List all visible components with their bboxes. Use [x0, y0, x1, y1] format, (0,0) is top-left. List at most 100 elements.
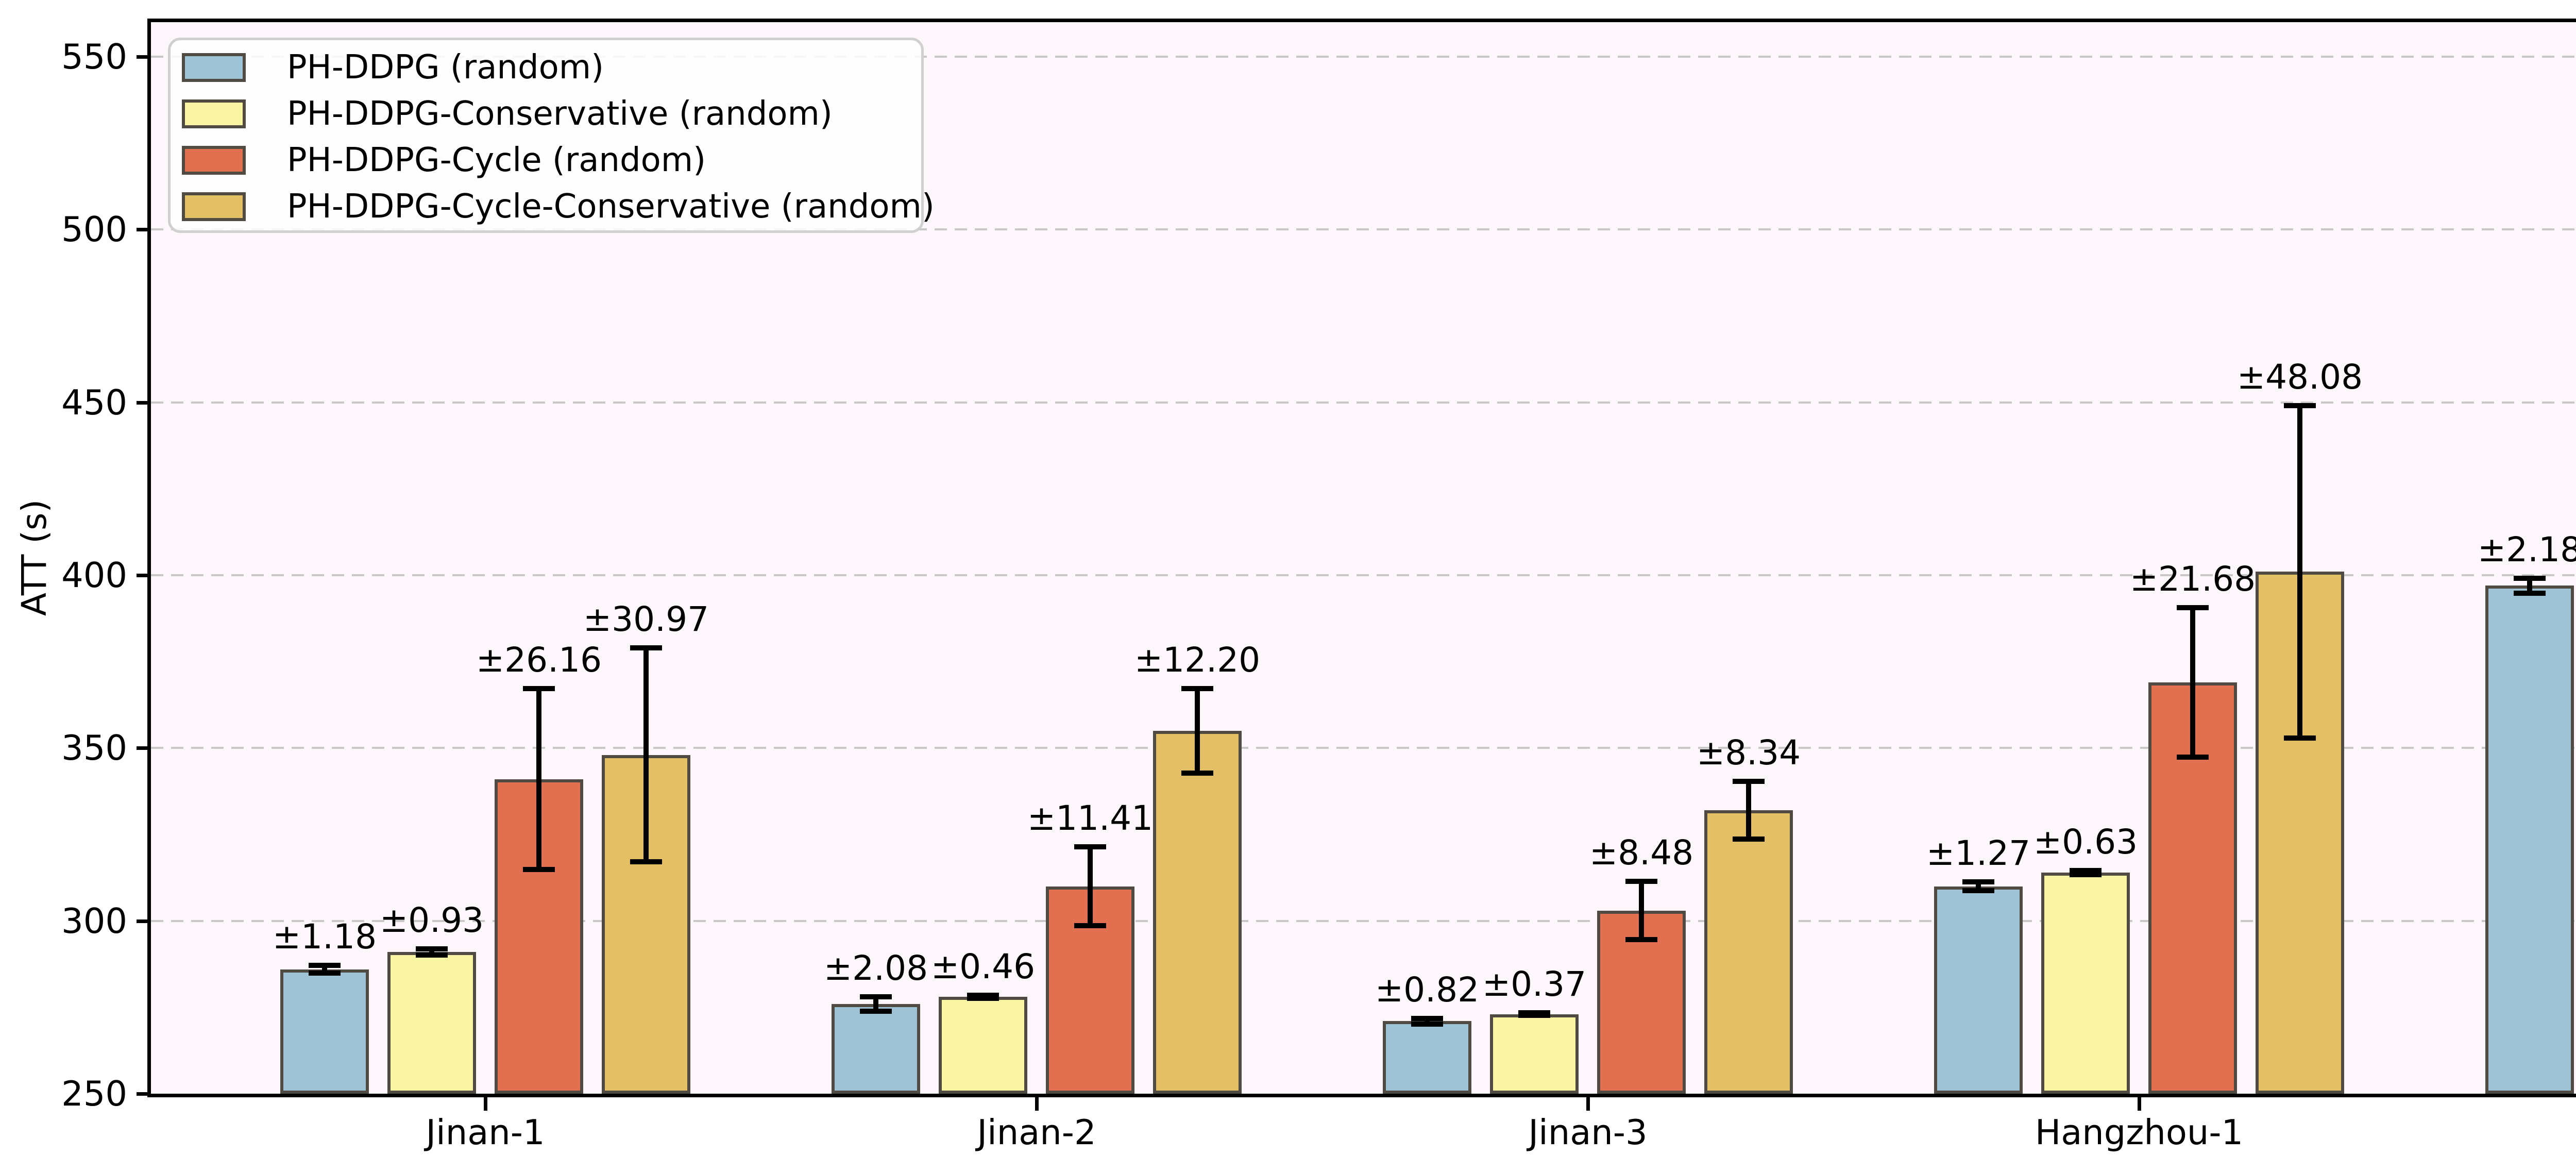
error-label-jinan-2-ph-ddpg-conservative-random: ±0.46: [930, 947, 1036, 987]
bar-jinan-1-ph-ddpg-conservative-random: [387, 952, 476, 1094]
error-cap-top-jinan-1-ph-ddpg-cycle-random: [523, 686, 555, 692]
error-bar-jinan-2-ph-ddpg-random: [873, 996, 878, 1011]
error-cap-bottom-jinan-2-ph-ddpg-cycle-conservative-random: [1181, 770, 1213, 776]
gridline-400: [151, 574, 2576, 577]
error-cap-bottom-jinan-3-ph-ddpg-conservative-random: [1518, 1013, 1550, 1018]
plot-area: PH-DDPG (random) PH-DDPG-Conservative (ra…: [147, 19, 2576, 1097]
bar-jinan-3-ph-ddpg-cycle-conservative-random: [1704, 810, 1793, 1094]
bar-jinan-1-ph-ddpg-random: [280, 969, 369, 1094]
error-cap-bottom-hangzhou-2-ph-ddpg-random: [2514, 590, 2546, 596]
error-cap-bottom-jinan-3-ph-ddpg-random: [1411, 1021, 1443, 1027]
x-tick-mark-jinan-2: [1035, 1097, 1039, 1111]
legend-swatch-ph-ddpg-random: [182, 53, 246, 82]
x-tick-label-jinan-3: Jinan-3: [1528, 1112, 1648, 1152]
bar-hangzhou-1-ph-ddpg-conservative-random: [2041, 872, 2130, 1094]
error-label-jinan-2-ph-ddpg-cycle-random: ±11.41: [1027, 798, 1154, 839]
error-cap-bottom-jinan-2-ph-ddpg-random: [860, 1008, 892, 1014]
error-label-jinan-2-ph-ddpg-random: ±2.08: [823, 948, 928, 988]
error-label-jinan-1-ph-ddpg-cycle-random: ±26.16: [476, 640, 602, 680]
error-cap-bottom-hangzhou-1-ph-ddpg-conservative-random: [2070, 872, 2102, 877]
legend-label-ph-ddpg-conservative-random: PH-DDPG-Conservative (random): [287, 95, 833, 133]
error-cap-top-hangzhou-1-ph-ddpg-random: [1962, 879, 1994, 885]
y-tick-mark-550: [137, 55, 151, 59]
error-cap-top-hangzhou-1-ph-ddpg-conservative-random: [2070, 867, 2102, 873]
error-label-jinan-2-ph-ddpg-cycle-conservative-random: ±12.20: [1134, 640, 1261, 680]
x-tick-label-jinan-2: Jinan-2: [977, 1112, 1096, 1152]
error-bar-hangzhou-1-ph-ddpg-cycle-random: [2190, 607, 2195, 758]
error-cap-bottom-jinan-2-ph-ddpg-cycle-random: [1074, 923, 1106, 929]
error-label-jinan-1-ph-ddpg-conservative-random: ±0.93: [379, 900, 484, 940]
error-cap-bottom-jinan-1-ph-ddpg-cycle-conservative-random: [630, 859, 662, 865]
legend: PH-DDPG (random) PH-DDPG-Conservative (ra…: [168, 38, 935, 233]
error-bar-jinan-1-ph-ddpg-cycle-conservative-random: [643, 648, 649, 862]
gridline-300: [151, 919, 2576, 922]
x-tick-mark-hangzhou-1: [2138, 1097, 2141, 1111]
error-cap-top-hangzhou-1-ph-ddpg-cycle-conservative-random: [2284, 403, 2316, 408]
bar-jinan-2-ph-ddpg-conservative-random: [939, 997, 1027, 1094]
legend-swatch-ph-ddpg-cycle-random: [182, 146, 246, 175]
error-cap-top-jinan-3-ph-ddpg-cycle-conservative-random: [1733, 779, 1765, 784]
y-tick-label-250: 250: [61, 1074, 127, 1114]
error-cap-top-hangzhou-2-ph-ddpg-random: [2514, 575, 2546, 581]
error-cap-top-jinan-1-ph-ddpg-cycle-conservative-random: [630, 645, 662, 651]
gridline-450: [151, 401, 2576, 404]
error-label-jinan-3-ph-ddpg-cycle-conservative-random: ±8.34: [1696, 733, 1801, 773]
error-label-jinan-3-ph-ddpg-cycle-random: ±8.48: [1589, 832, 1694, 873]
error-label-jinan-1-ph-ddpg-cycle-conservative-random: ±30.97: [583, 599, 709, 640]
x-tick-mark-jinan-1: [484, 1097, 487, 1111]
error-cap-top-jinan-1-ph-ddpg-random: [309, 962, 341, 968]
y-tick-mark-300: [137, 919, 151, 923]
bar-hangzhou-1-ph-ddpg-cycle-random: [2148, 682, 2237, 1094]
error-cap-bottom-jinan-2-ph-ddpg-conservative-random: [967, 996, 999, 1001]
y-tick-mark-400: [137, 574, 151, 578]
y-tick-label-500: 500: [61, 209, 127, 250]
error-cap-bottom-hangzhou-1-ph-ddpg-random: [1962, 888, 1994, 894]
gridline-550: [151, 56, 2576, 58]
x-tick-label-hangzhou-2: Hangzhou-2: [2510, 1115, 2576, 1150]
error-bar-jinan-1-ph-ddpg-cycle-random: [536, 689, 541, 870]
gridline-350: [151, 747, 2576, 749]
error-bar-hangzhou-1-ph-ddpg-random: [1976, 882, 1981, 891]
error-bar-jinan-3-ph-ddpg-random: [1425, 1018, 1430, 1024]
y-tick-label-400: 400: [61, 555, 127, 596]
x-tick-mark-jinan-3: [1586, 1097, 1590, 1111]
error-cap-bottom-jinan-3-ph-ddpg-cycle-conservative-random: [1733, 837, 1765, 842]
error-cap-top-jinan-2-ph-ddpg-random: [860, 994, 892, 999]
legend-swatch-ph-ddpg-cycle-conservative-random: [182, 192, 246, 221]
error-bar-jinan-3-ph-ddpg-cycle-random: [1639, 881, 1644, 940]
error-bar-jinan-2-ph-ddpg-cycle-random: [1088, 847, 1093, 926]
error-cap-bottom-jinan-3-ph-ddpg-cycle-random: [1625, 937, 1657, 943]
bar-hangzhou-1-ph-ddpg-random: [1934, 886, 2023, 1094]
error-cap-top-jinan-3-ph-ddpg-cycle-random: [1625, 878, 1657, 884]
error-label-hangzhou-1-ph-ddpg-random: ±1.27: [1926, 833, 2031, 874]
legend-item-ph-ddpg-random: PH-DDPG (random): [182, 44, 921, 91]
error-cap-bottom-jinan-1-ph-ddpg-cycle-random: [523, 867, 555, 873]
error-cap-bottom-jinan-1-ph-ddpg-conservative-random: [416, 952, 448, 958]
error-bar-jinan-1-ph-ddpg-conservative-random: [429, 948, 434, 956]
y-tick-label-300: 300: [61, 900, 127, 941]
bar-jinan-2-ph-ddpg-random: [832, 1003, 920, 1094]
x-tick-label-jinan-1: Jinan-1: [426, 1112, 545, 1152]
bar-jinan-3-ph-ddpg-cycle-random: [1597, 910, 1686, 1094]
legend-swatch-ph-ddpg-conservative-random: [182, 99, 246, 128]
bar-jinan-3-ph-ddpg-conservative-random: [1490, 1014, 1579, 1094]
legend-item-ph-ddpg-cycle-random: PH-DDPG-Cycle (random): [182, 137, 921, 183]
error-label-jinan-3-ph-ddpg-random: ±0.82: [1375, 969, 1480, 1010]
bar-jinan-3-ph-ddpg-random: [1383, 1021, 1471, 1094]
y-tick-label-550: 550: [61, 37, 127, 77]
y-tick-mark-500: [137, 228, 151, 232]
error-label-jinan-3-ph-ddpg-conservative-random: ±0.37: [1482, 964, 1587, 1005]
error-cap-top-jinan-2-ph-ddpg-cycle-conservative-random: [1181, 686, 1213, 691]
legend-label-ph-ddpg-random: PH-DDPG (random): [287, 48, 604, 87]
error-bar-hangzhou-2-ph-ddpg-random: [2527, 578, 2532, 593]
error-cap-top-jinan-3-ph-ddpg-random: [1411, 1015, 1443, 1021]
error-cap-top-jinan-1-ph-ddpg-conservative-random: [416, 946, 448, 951]
error-cap-bottom-hangzhou-1-ph-ddpg-cycle-conservative-random: [2284, 735, 2316, 741]
bar-jinan-2-ph-ddpg-cycle-conservative-random: [1153, 730, 1242, 1094]
bar-hangzhou-2-ph-ddpg-random: [2485, 586, 2574, 1094]
error-label-hangzhou-2-ph-ddpg-random: ±2.18: [2477, 529, 2576, 570]
error-cap-top-hangzhou-1-ph-ddpg-cycle-random: [2177, 605, 2209, 610]
y-tick-mark-450: [137, 400, 151, 405]
x-tick-label-hangzhou-1: Hangzhou-1: [2035, 1112, 2244, 1152]
